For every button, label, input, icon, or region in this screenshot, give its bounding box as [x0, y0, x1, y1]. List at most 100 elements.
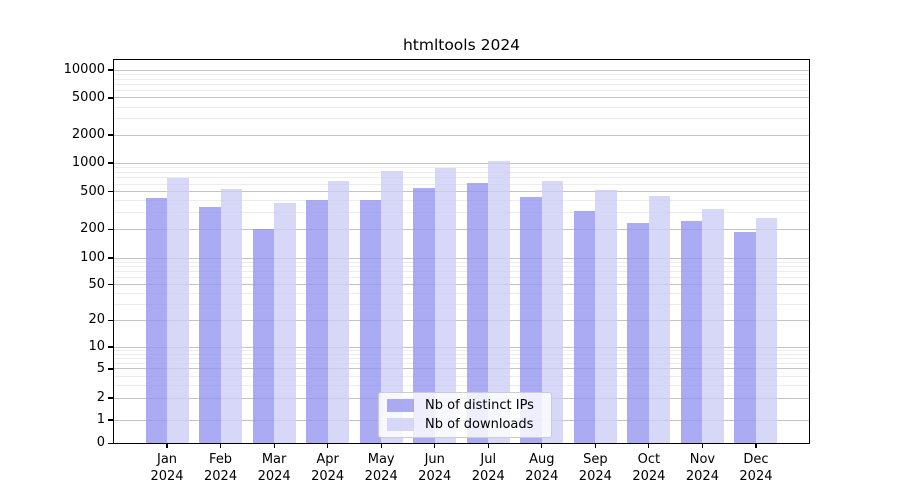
- bar-downloads-sep: [595, 190, 617, 444]
- y-tick-label-10000: 10000: [63, 62, 105, 77]
- y-tick-label-200: 200: [80, 221, 105, 237]
- gridline-minor: [113, 362, 810, 364]
- legend-swatch-distinct-ips: [387, 399, 414, 412]
- bar-downloads-oct: [648, 195, 671, 444]
- gridline-major: [113, 368, 810, 370]
- bar-downloads-may: [381, 170, 403, 444]
- x-tick-feb: [219, 443, 222, 449]
- y-tick-label-2: 2: [96, 390, 105, 406]
- gridline-major: [113, 319, 810, 321]
- gridline-major: [113, 257, 810, 259]
- bar-downloads-aug: [541, 180, 564, 444]
- gridline-minor: [113, 118, 810, 120]
- bar-downloads-feb: [220, 189, 243, 444]
- legend-label-downloads: Nb of downloads: [425, 417, 534, 432]
- x-tick-jun: [434, 443, 436, 449]
- x-tick-jul: [487, 443, 489, 449]
- bar-distinct-ips-feb: [199, 206, 221, 444]
- gridline-major: [113, 191, 810, 193]
- gridline-minor: [113, 277, 810, 279]
- bar-distinct-ips-jan: [145, 197, 168, 444]
- y-tick-1: [108, 419, 113, 421]
- x-tick-label-jun: Jun 2024: [418, 452, 452, 484]
- x-tick-sep: [594, 443, 596, 449]
- gridline-minor: [113, 73, 810, 75]
- gridline-minor: [113, 177, 810, 179]
- x-tick-label-mar: Mar 2024: [257, 452, 291, 484]
- gridline-minor: [113, 304, 810, 306]
- bar-distinct-ips-jul: [466, 183, 489, 444]
- gridline-major: [113, 228, 810, 230]
- gridline-minor: [113, 90, 810, 92]
- chart-title: htmltools 2024: [402, 36, 521, 54]
- legend-item-distinct-ips: Nb of distinct IPs: [387, 398, 543, 413]
- x-tick-label-jul: Jul 2024: [471, 452, 505, 484]
- y-tick-label-10: 10: [88, 339, 105, 354]
- x-tick-apr: [327, 443, 329, 449]
- y-tick-10000: [108, 69, 113, 71]
- bar-distinct-ips-may: [359, 199, 382, 444]
- gridline-major: [113, 284, 810, 286]
- bar-distinct-ips-sep: [573, 210, 596, 444]
- bar-distinct-ips-apr: [306, 199, 328, 444]
- y-tick-label-5000: 5000: [71, 89, 105, 105]
- gridline-major: [113, 69, 810, 71]
- gridline-minor: [113, 78, 810, 80]
- y-tick-5: [108, 368, 113, 370]
- x-tick-mar: [273, 443, 275, 449]
- gridline-minor: [113, 292, 810, 294]
- y-tick-label-1: 1: [96, 412, 105, 427]
- gridline-major: [113, 134, 810, 136]
- gridline-major: [113, 346, 810, 348]
- gridline-minor: [113, 271, 810, 273]
- y-tick-0: [108, 442, 113, 444]
- gridline-minor: [113, 106, 810, 108]
- gridline-minor: [113, 353, 810, 355]
- y-tick-5000: [108, 97, 113, 99]
- bar-distinct-ips-dec: [734, 231, 756, 444]
- gridline-minor: [113, 83, 810, 85]
- y-tick-20: [108, 319, 113, 321]
- legend-label-distinct-ips: Nb of distinct IPs: [425, 398, 534, 413]
- gridline-minor: [113, 183, 810, 185]
- gridline-major: [113, 97, 810, 99]
- x-tick-may: [380, 443, 382, 449]
- x-tick-label-oct: Oct 2024: [632, 452, 666, 484]
- bar-distinct-ips-jun: [413, 188, 435, 444]
- y-tick-50: [108, 284, 113, 286]
- bar-downloads-jul: [488, 160, 510, 444]
- y-tick-100: [108, 257, 113, 259]
- x-tick-label-aug: Aug 2024: [525, 452, 559, 484]
- legend: Nb of distinct IPs Nb of downloads: [378, 392, 552, 438]
- legend-swatch-downloads: [387, 418, 414, 431]
- x-tick-aug: [541, 443, 543, 449]
- y-tick-label-1000: 1000: [71, 155, 105, 170]
- gridline-minor: [113, 384, 810, 386]
- gridline-minor: [113, 171, 810, 173]
- bar-downloads-nov: [702, 208, 724, 444]
- y-tick-2: [108, 397, 113, 399]
- bar-distinct-ips-mar: [252, 229, 275, 444]
- legend-item-downloads: Nb of downloads: [387, 417, 543, 432]
- x-tick-jan: [166, 443, 168, 449]
- y-tick-10: [108, 346, 113, 348]
- bar-distinct-ips-oct: [627, 222, 649, 444]
- y-tick-label-50: 50: [88, 276, 105, 292]
- gridline-minor: [113, 349, 810, 351]
- gridline-minor: [113, 166, 810, 168]
- y-tick-label-20: 20: [88, 312, 105, 328]
- gridline-minor: [113, 200, 810, 202]
- y-tick-label-5: 5: [96, 360, 105, 376]
- y-tick-200: [108, 228, 113, 230]
- x-tick-label-nov: Nov 2024: [685, 452, 719, 484]
- x-tick-dec: [755, 443, 757, 449]
- y-tick-label-500: 500: [80, 183, 105, 199]
- y-tick-label-2000: 2000: [71, 127, 105, 142]
- bar-distinct-ips-nov: [680, 221, 703, 444]
- bar-downloads-jan: [167, 178, 189, 444]
- gridline-major: [113, 162, 810, 164]
- x-tick-label-sep: Sep 2024: [578, 452, 612, 484]
- x-tick-oct: [648, 443, 650, 449]
- gridline-minor: [113, 375, 810, 377]
